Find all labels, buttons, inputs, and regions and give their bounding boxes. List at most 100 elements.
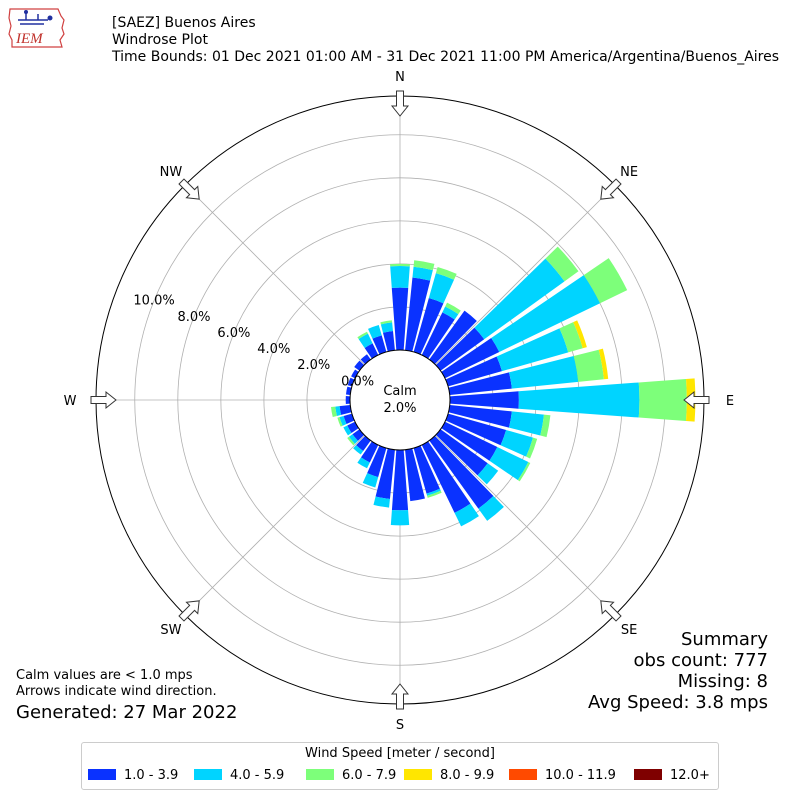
- ring-label: 0.0%: [341, 374, 374, 389]
- windrose-bar: [429, 310, 477, 365]
- arrow-shape: [600, 600, 622, 622]
- windrose-bar: [405, 277, 431, 352]
- ring-label: 8.0%: [177, 310, 210, 325]
- windrose-bar: [559, 322, 583, 353]
- windrose-bar: [362, 473, 379, 488]
- windrose-bar: [445, 302, 461, 315]
- weather-station-icon: [18, 12, 48, 25]
- windrose-bar: [445, 356, 502, 387]
- windrose-bar: [373, 496, 390, 508]
- windrose-bar: [380, 320, 393, 325]
- legend-swatch: [194, 769, 222, 780]
- legend-label: 8.0 - 9.9: [440, 768, 495, 783]
- windrose-bar: [421, 312, 455, 359]
- ring-label: 10.0%: [133, 294, 174, 309]
- direction-label-se: SE: [621, 623, 637, 638]
- direction-arrow-icon: [90, 390, 117, 410]
- arrow-shape: [683, 390, 710, 410]
- windrose-bar: [347, 436, 355, 446]
- windrose-bar: [380, 322, 393, 333]
- windrose-bar: [545, 246, 579, 282]
- direction-label-ne: NE: [620, 165, 638, 180]
- windrose-bar: [337, 417, 343, 427]
- windrose-bar: [583, 258, 628, 304]
- windrose-bar: [435, 327, 485, 371]
- windrose-bar: [413, 445, 440, 494]
- direction-arrow-icon: [178, 178, 200, 200]
- windrose-bar: [347, 421, 359, 433]
- direction-label-sw: SW: [160, 623, 181, 638]
- direction-label-n: N: [395, 70, 405, 85]
- windrose-bar: [426, 488, 441, 496]
- windrose-bar: [448, 372, 512, 395]
- legend-item: 1.0 - 3.9: [88, 768, 178, 784]
- avg-speed: Avg Speed: 3.8 mps: [588, 692, 768, 713]
- windrose-bar: [638, 378, 687, 422]
- windrose-bar: [448, 405, 512, 428]
- windrose-bar: [330, 406, 337, 418]
- windrose-bar: [364, 343, 379, 359]
- windrose-bar: [445, 413, 507, 446]
- windrose-bar: [500, 430, 534, 457]
- direction-label-e: E: [726, 394, 734, 409]
- windrose-bar: [478, 496, 504, 521]
- windrose-bar: [477, 463, 499, 485]
- direction-arrow-icon: [600, 600, 622, 622]
- windrose-bar: [382, 330, 395, 352]
- direction-arrow-icon: [683, 390, 710, 410]
- generated-date: Generated: 27 Mar 2022: [16, 702, 238, 723]
- arrow-shape: [390, 90, 410, 117]
- station-title: [SAEZ] Buenos Aires: [112, 15, 256, 31]
- legend-swatch: [306, 769, 334, 780]
- iowa-state-outline-icon: [8, 8, 65, 48]
- legend-title: Wind Speed [meter / second]: [305, 746, 495, 761]
- legend-swatch: [509, 769, 537, 780]
- windrose-bar: [405, 448, 425, 502]
- ring-label: 2.0%: [297, 358, 330, 373]
- windrose-bar: [351, 369, 359, 379]
- legend-label: 10.0 - 11.9: [545, 768, 616, 783]
- windrose-bar: [489, 447, 529, 481]
- legend-item: 8.0 - 9.9: [404, 768, 494, 784]
- windrose-bar: [517, 462, 531, 482]
- windrose-bar: [361, 441, 379, 463]
- windrose-bar: [339, 415, 347, 426]
- windrose-bar: [358, 333, 373, 348]
- windrose-bar: [390, 266, 410, 288]
- windrose-bar: [375, 448, 395, 499]
- windrose-chart: Calm 2.0% 0.0% 2.0% 4.0% 6.0% 8.0%10.0% N NE E SE S…: [64, 70, 735, 733]
- windrose-bar: [508, 411, 544, 436]
- logo-text: IEM: [15, 31, 44, 47]
- direction-arrow-icon: [390, 683, 410, 710]
- windrose-bar: [357, 331, 368, 340]
- windrose-bar: [441, 421, 498, 461]
- windrose-bar: [353, 445, 364, 455]
- windrose-bar: [372, 335, 387, 355]
- windrose-bar: [347, 377, 355, 387]
- windrose-bar: [474, 258, 565, 340]
- windrose-bar: [413, 260, 435, 271]
- legend: Wind Speed [meter / second] 1.0 - 3.9 4.0…: [81, 742, 719, 790]
- windrose-bar: [343, 425, 352, 436]
- windrose-bar: [598, 348, 609, 380]
- arrow-shape: [90, 390, 117, 410]
- windrose-bar: [413, 298, 444, 355]
- windrose-bar: [367, 445, 387, 478]
- windrose-bar: [435, 429, 488, 476]
- legend-swatch: [404, 769, 432, 780]
- windrose-bar: [357, 457, 370, 469]
- windrose-bar: [412, 266, 433, 281]
- direction-arrow-icon: [390, 90, 410, 117]
- grid-spoke: [184, 435, 365, 616]
- grid-spoke: [184, 184, 365, 365]
- windrose-bar: [526, 437, 538, 459]
- windrose-bar: [442, 306, 459, 320]
- windrose-bar: [496, 328, 569, 372]
- calm-value: 2.0%: [383, 401, 416, 416]
- windrose-bar: [435, 266, 457, 280]
- windrose-bar: [429, 435, 494, 509]
- windrose-bar: [339, 405, 352, 415]
- iem-logo: IEM: [8, 8, 65, 48]
- legend-swatch: [634, 769, 662, 780]
- legend-label: 12.0+: [670, 768, 710, 783]
